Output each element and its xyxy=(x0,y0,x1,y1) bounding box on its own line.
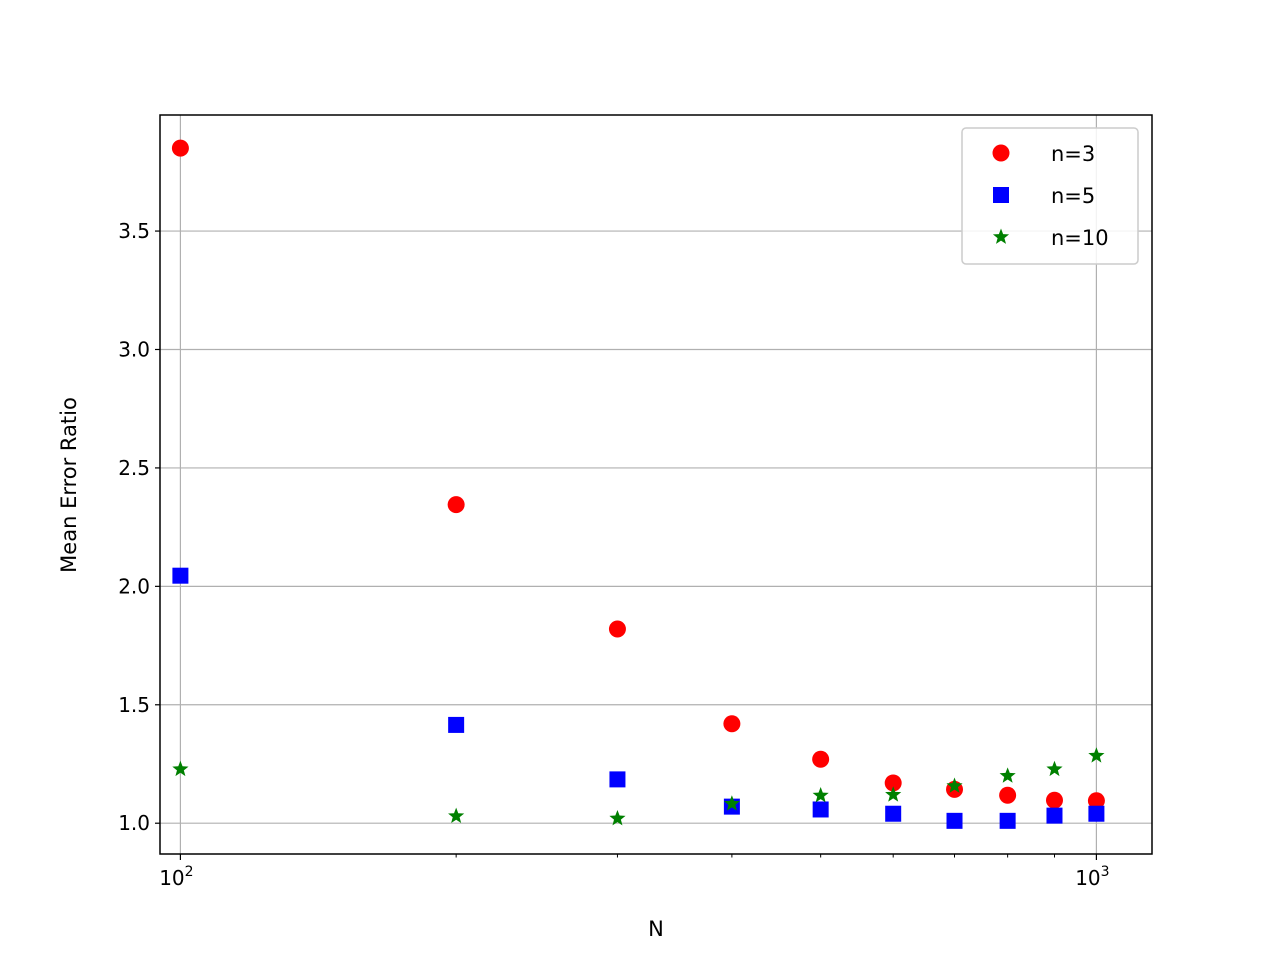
x-tick-label: 103 xyxy=(1075,864,1109,890)
point-star xyxy=(885,786,902,802)
ticks: 1.0 1.5 2.0 2.5 3.0 3.5 102 103 xyxy=(118,219,1109,890)
legend: n=3 n=5 n=10 xyxy=(961,127,1139,265)
point-star xyxy=(609,809,626,826)
point-circle xyxy=(1045,791,1063,809)
legend-marker-square xyxy=(993,187,1009,203)
point-square xyxy=(172,567,189,584)
point-square xyxy=(448,716,465,733)
point-star xyxy=(723,795,740,811)
y-tick-label: 3.0 xyxy=(118,337,150,361)
point-square xyxy=(609,771,626,788)
legend-marker-star xyxy=(992,228,1010,244)
legend-label: n=10 xyxy=(1051,226,1109,250)
y-tick-label: 1.5 xyxy=(118,693,150,717)
point-circle xyxy=(723,715,741,733)
point-circle xyxy=(812,750,830,768)
series-n=10 xyxy=(172,747,1105,826)
point-star xyxy=(812,787,829,803)
point-square xyxy=(885,805,902,822)
point-star xyxy=(1088,747,1105,763)
plot-frame xyxy=(159,114,1153,855)
point-circle xyxy=(1087,792,1105,810)
y-tick-label: 2.5 xyxy=(118,456,150,480)
point-circle xyxy=(999,786,1017,804)
point-star xyxy=(946,777,963,793)
x-tick-label: 102 xyxy=(159,864,193,890)
x-axis-label: N xyxy=(648,917,664,941)
point-circle xyxy=(884,774,902,792)
y-axis-label: Mean Error Ratio xyxy=(57,397,81,573)
data-marks xyxy=(171,139,1105,829)
point-star xyxy=(999,767,1016,783)
legend-marker-circle xyxy=(992,144,1010,162)
point-square xyxy=(999,812,1016,829)
y-tick-label: 1.0 xyxy=(118,811,150,835)
point-star xyxy=(448,807,465,823)
point-square xyxy=(1088,805,1105,822)
point-star xyxy=(1046,760,1063,777)
point-square xyxy=(812,801,829,818)
point-circle xyxy=(608,620,626,638)
legend-label: n=3 xyxy=(1051,142,1095,166)
point-circle xyxy=(447,496,465,514)
point-star xyxy=(172,760,189,777)
point-square xyxy=(1046,807,1063,824)
point-circle xyxy=(171,139,189,157)
y-tick-label: 2.0 xyxy=(118,574,150,598)
y-tick-label: 3.5 xyxy=(118,219,150,243)
legend-box xyxy=(961,127,1139,265)
point-square xyxy=(946,812,963,829)
legend-label: n=5 xyxy=(1051,184,1095,208)
